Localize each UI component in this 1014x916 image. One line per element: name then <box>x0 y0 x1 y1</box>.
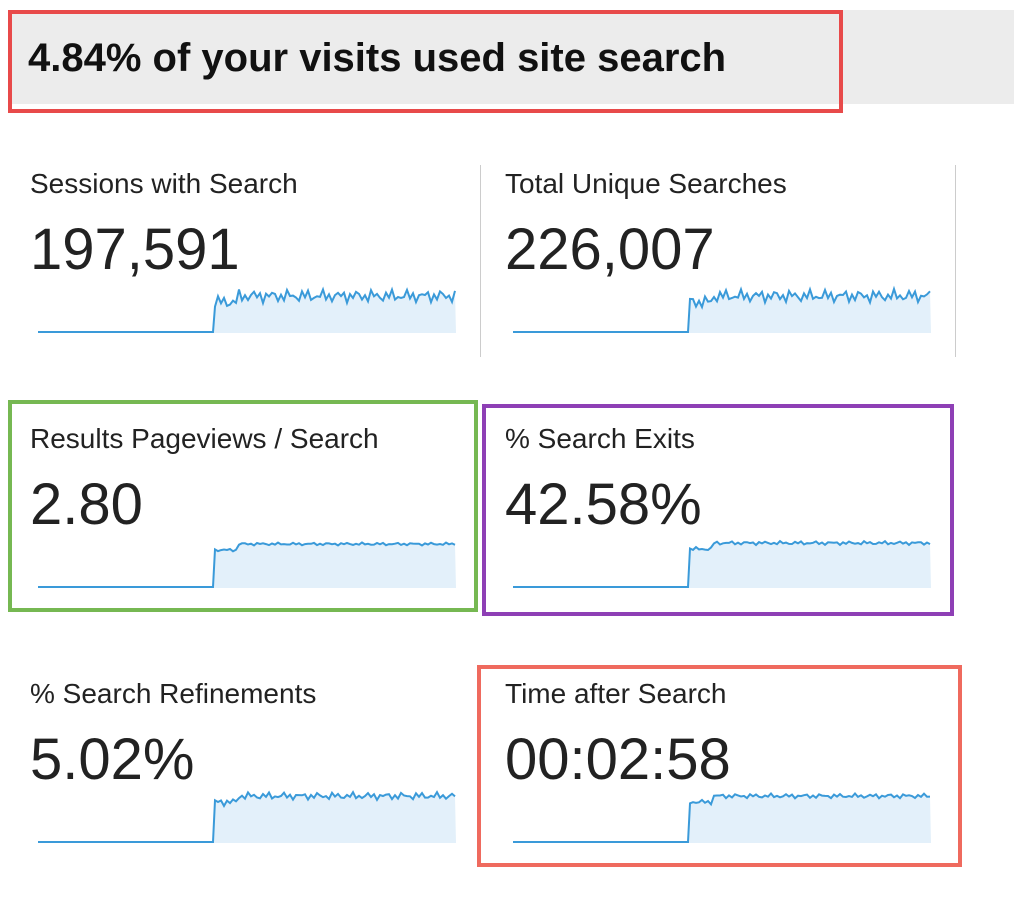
metric-label: % Search Exits <box>505 423 695 454</box>
highlight-box <box>8 400 478 612</box>
highlight-box <box>477 665 962 867</box>
sparkline <box>38 286 456 333</box>
sparkline <box>513 791 931 843</box>
sparkline-line <box>38 541 456 588</box>
metric-value: 42.58% <box>505 472 702 537</box>
metric-card: Results Pageviews / Search 2.80 <box>30 423 470 603</box>
header-title: 4.84% of your visits used site search <box>28 36 727 80</box>
sparkline-area <box>513 541 931 588</box>
metric-card: Total Unique Searches 226,007 <box>505 168 945 348</box>
metric-label: Time after Search <box>505 678 727 709</box>
sparkline <box>513 539 931 588</box>
metric-value: 00:02:58 <box>505 727 731 792</box>
metric-label: Total Unique Searches <box>505 168 787 199</box>
sparkline-area <box>38 792 456 843</box>
sparkline-area <box>513 793 931 843</box>
divider <box>480 165 481 357</box>
sparkline-area <box>38 289 456 333</box>
sparkline-area <box>38 542 456 588</box>
sparkline-line <box>38 790 456 843</box>
metric-card: % Search Refinements 5.02% <box>30 678 470 858</box>
sparkline-line <box>513 539 931 588</box>
highlight-box <box>8 10 843 113</box>
highlight-box <box>482 404 954 616</box>
metric-value: 2.80 <box>30 472 143 537</box>
sparkline-line <box>513 791 931 843</box>
metric-card: % Search Exits 42.58% <box>505 423 945 603</box>
metric-value: 226,007 <box>505 217 715 282</box>
sparkline-line <box>38 286 456 333</box>
sparkline-line <box>513 285 931 333</box>
sparkline-area <box>513 289 931 333</box>
metric-label: Results Pageviews / Search <box>30 423 379 454</box>
divider <box>955 165 956 357</box>
metric-card: Sessions with Search 197,591 <box>30 168 470 348</box>
metric-label: % Search Refinements <box>30 678 317 709</box>
metric-value: 197,591 <box>30 217 240 282</box>
metric-card: Time after Search 00:02:58 <box>505 678 945 858</box>
sparkline <box>38 790 456 843</box>
metric-value: 5.02% <box>30 727 195 792</box>
header-background <box>8 10 1014 104</box>
sparkline <box>38 541 456 588</box>
metric-label: Sessions with Search <box>30 168 298 199</box>
sparkline <box>513 285 931 333</box>
